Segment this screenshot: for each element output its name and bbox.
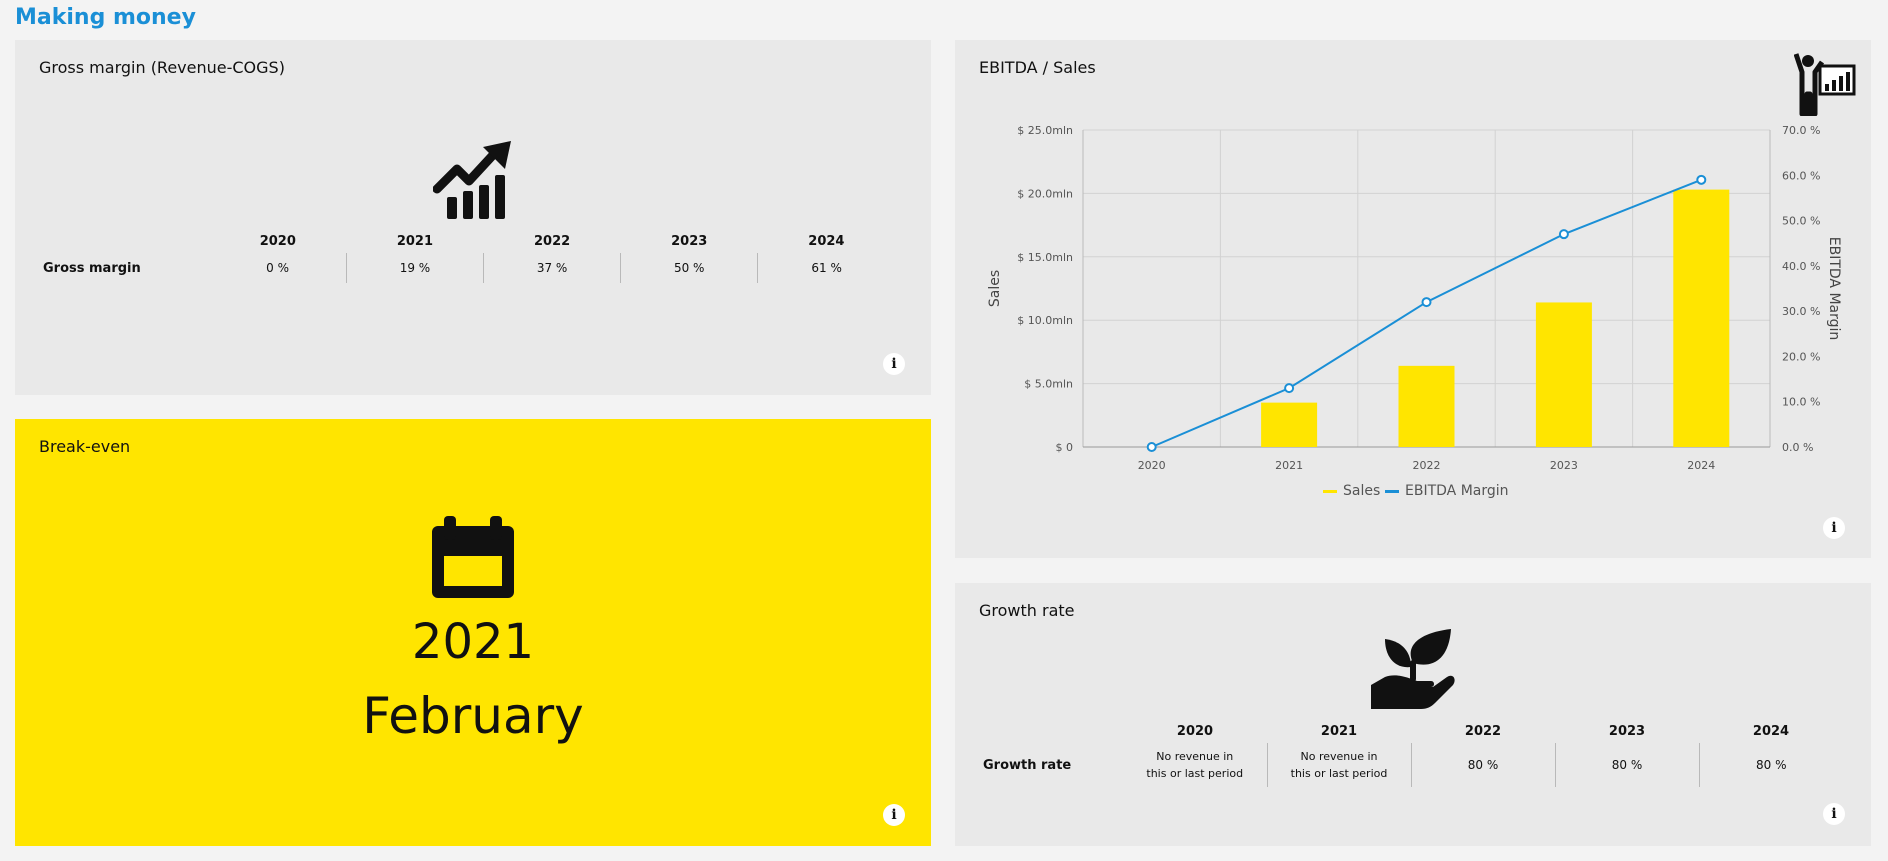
info-button[interactable]: i: [1823, 803, 1845, 825]
page-title: Making money: [15, 5, 196, 30]
y2-tick-label: 10.0 %: [1782, 396, 1820, 409]
ebitda-sales-chart: $ 0 $ 5.0mln $ 10.0mln $ 15.0mln $ 20.0mln $ …: [987, 124, 1842, 472]
row-label: Gross margin: [43, 260, 141, 276]
year-header: 2024: [1752, 724, 1790, 739]
y2-tick-label: 40.0 %: [1782, 260, 1820, 273]
legend-ebitda-swatch: [1385, 489, 1399, 493]
gross-margin-value: 19 %: [345, 253, 484, 283]
ebitda-margin-point: [1421, 297, 1432, 308]
y-axis-title: Sales: [987, 270, 1003, 307]
growth-rate-line: No revenue in: [1156, 750, 1234, 763]
gross-margin-table: 2020 2021 2022 2023 2024 Gross margin 0 …: [39, 230, 895, 283]
y2-tick-label: 60.0 %: [1782, 169, 1820, 182]
break-even-card: Break-even 2021 February i: [15, 419, 931, 846]
presenter-chart-icon: [1793, 52, 1856, 120]
legend-ebitda-label: EBITDA Margin: [1405, 483, 1509, 499]
growth-rate-line: this or last period: [1146, 767, 1244, 780]
ebitda-margin-point: [1696, 174, 1707, 185]
gross-margin-value: 0 %: [266, 261, 289, 275]
growth-rate-title: Growth rate: [979, 601, 1075, 620]
x-tick-label: 2020: [1138, 459, 1166, 472]
sales-bar: [1398, 365, 1455, 447]
info-button[interactable]: i: [883, 804, 905, 826]
gross-margin-card: Gross margin (Revenue-COGS) 2020 2021 20…: [15, 40, 931, 395]
year-header: 2021: [1320, 724, 1358, 739]
year-header: 2022: [533, 234, 571, 249]
gross-margin-value: 50 %: [620, 253, 758, 283]
ebitda-margin-point: [1146, 442, 1157, 452]
y-tick-label: $ 0: [1056, 441, 1074, 454]
ebitda-sales-card: EBITDA / Sales $ 0 $ 5.0mln $ 10.0mln $ 15.…: [955, 40, 1871, 558]
break-even-title: Break-even: [39, 437, 131, 456]
y-tick-label: $ 15.0mln: [1017, 251, 1073, 264]
legend-sales-label: Sales: [1343, 483, 1381, 499]
growth-rate-card: Growth rate 2020 2021 2022 2023 2024 Gro…: [955, 583, 1871, 846]
ebitda-margin-point: [1558, 229, 1569, 240]
sales-bar: [1261, 402, 1318, 447]
growth-rate-value: No revenue in this or last period: [1123, 743, 1267, 787]
year-header: 2023: [671, 234, 708, 249]
gross-margin-value: 37 %: [483, 253, 621, 283]
sales-bar: [1673, 189, 1730, 447]
legend-ebitda: EBITDA Margin: [1385, 483, 1509, 499]
y-tick-label: $ 25.0mln: [1017, 124, 1073, 137]
y2-tick-label: 50.0 %: [1782, 215, 1820, 228]
growth-rate-value: 80 %: [1698, 743, 1843, 787]
legend-sales: Sales: [1323, 483, 1380, 499]
y2-tick-label: 20.0 %: [1782, 350, 1820, 363]
gross-margin-title: Gross margin (Revenue-COGS): [39, 58, 285, 77]
y2-tick-label: 30.0 %: [1782, 305, 1820, 318]
growth-rate-value: 80 %: [1554, 743, 1699, 787]
x-tick-label: 2022: [1413, 459, 1441, 472]
sales-bar: [1535, 302, 1592, 447]
year-header: 2023: [1608, 724, 1646, 739]
x-tick-label: 2021: [1275, 459, 1303, 472]
x-tick-label: 2024: [1687, 459, 1715, 472]
year-header: 2021: [396, 234, 434, 249]
year-header: 2024: [808, 234, 845, 249]
ebitda-sales-title: EBITDA / Sales: [979, 58, 1096, 77]
growth-rate-value: No revenue in this or last period: [1266, 743, 1411, 787]
gross-margin-value: 61 %: [757, 253, 895, 283]
growth-rate-table: 2020 2021 2022 2023 2024 Growth rate No …: [979, 720, 1843, 787]
y2-tick-label: 0.0 %: [1782, 441, 1813, 454]
row-label: Growth rate: [983, 757, 1072, 773]
year-header: 2020: [259, 234, 296, 249]
trending-up-chart-icon: [432, 141, 517, 223]
break-even-month: February: [362, 687, 584, 745]
legend-sales-swatch: [1323, 489, 1337, 493]
y-tick-label: $ 20.0mln: [1017, 187, 1073, 200]
growth-rate-value: 80 %: [1410, 743, 1555, 787]
y2-tick-label: 70.0 %: [1782, 124, 1820, 137]
info-button[interactable]: i: [883, 353, 905, 375]
break-even-year: 2021: [411, 614, 535, 670]
y-tick-label: $ 5.0mln: [1024, 378, 1073, 391]
year-header: 2020: [1176, 724, 1214, 739]
plant-in-hand-icon: [1371, 629, 1455, 713]
table-row: Gross margin 0 % 19 % 37 % 50 % 61 %: [39, 253, 895, 283]
y-tick-label: $ 10.0mln: [1017, 314, 1073, 327]
info-button[interactable]: i: [1823, 517, 1845, 539]
growth-rate-line: No revenue in: [1300, 750, 1378, 763]
year-header: 2022: [1464, 724, 1502, 739]
y2-axis-title: EBITDA Margin: [1826, 237, 1842, 341]
calendar-icon: [432, 516, 514, 602]
x-tick-label: 2023: [1550, 459, 1578, 472]
table-row: Growth rate No revenue in this or last p…: [979, 743, 1843, 787]
growth-rate-line: this or last period: [1290, 767, 1388, 780]
ebitda-margin-point: [1284, 383, 1295, 394]
